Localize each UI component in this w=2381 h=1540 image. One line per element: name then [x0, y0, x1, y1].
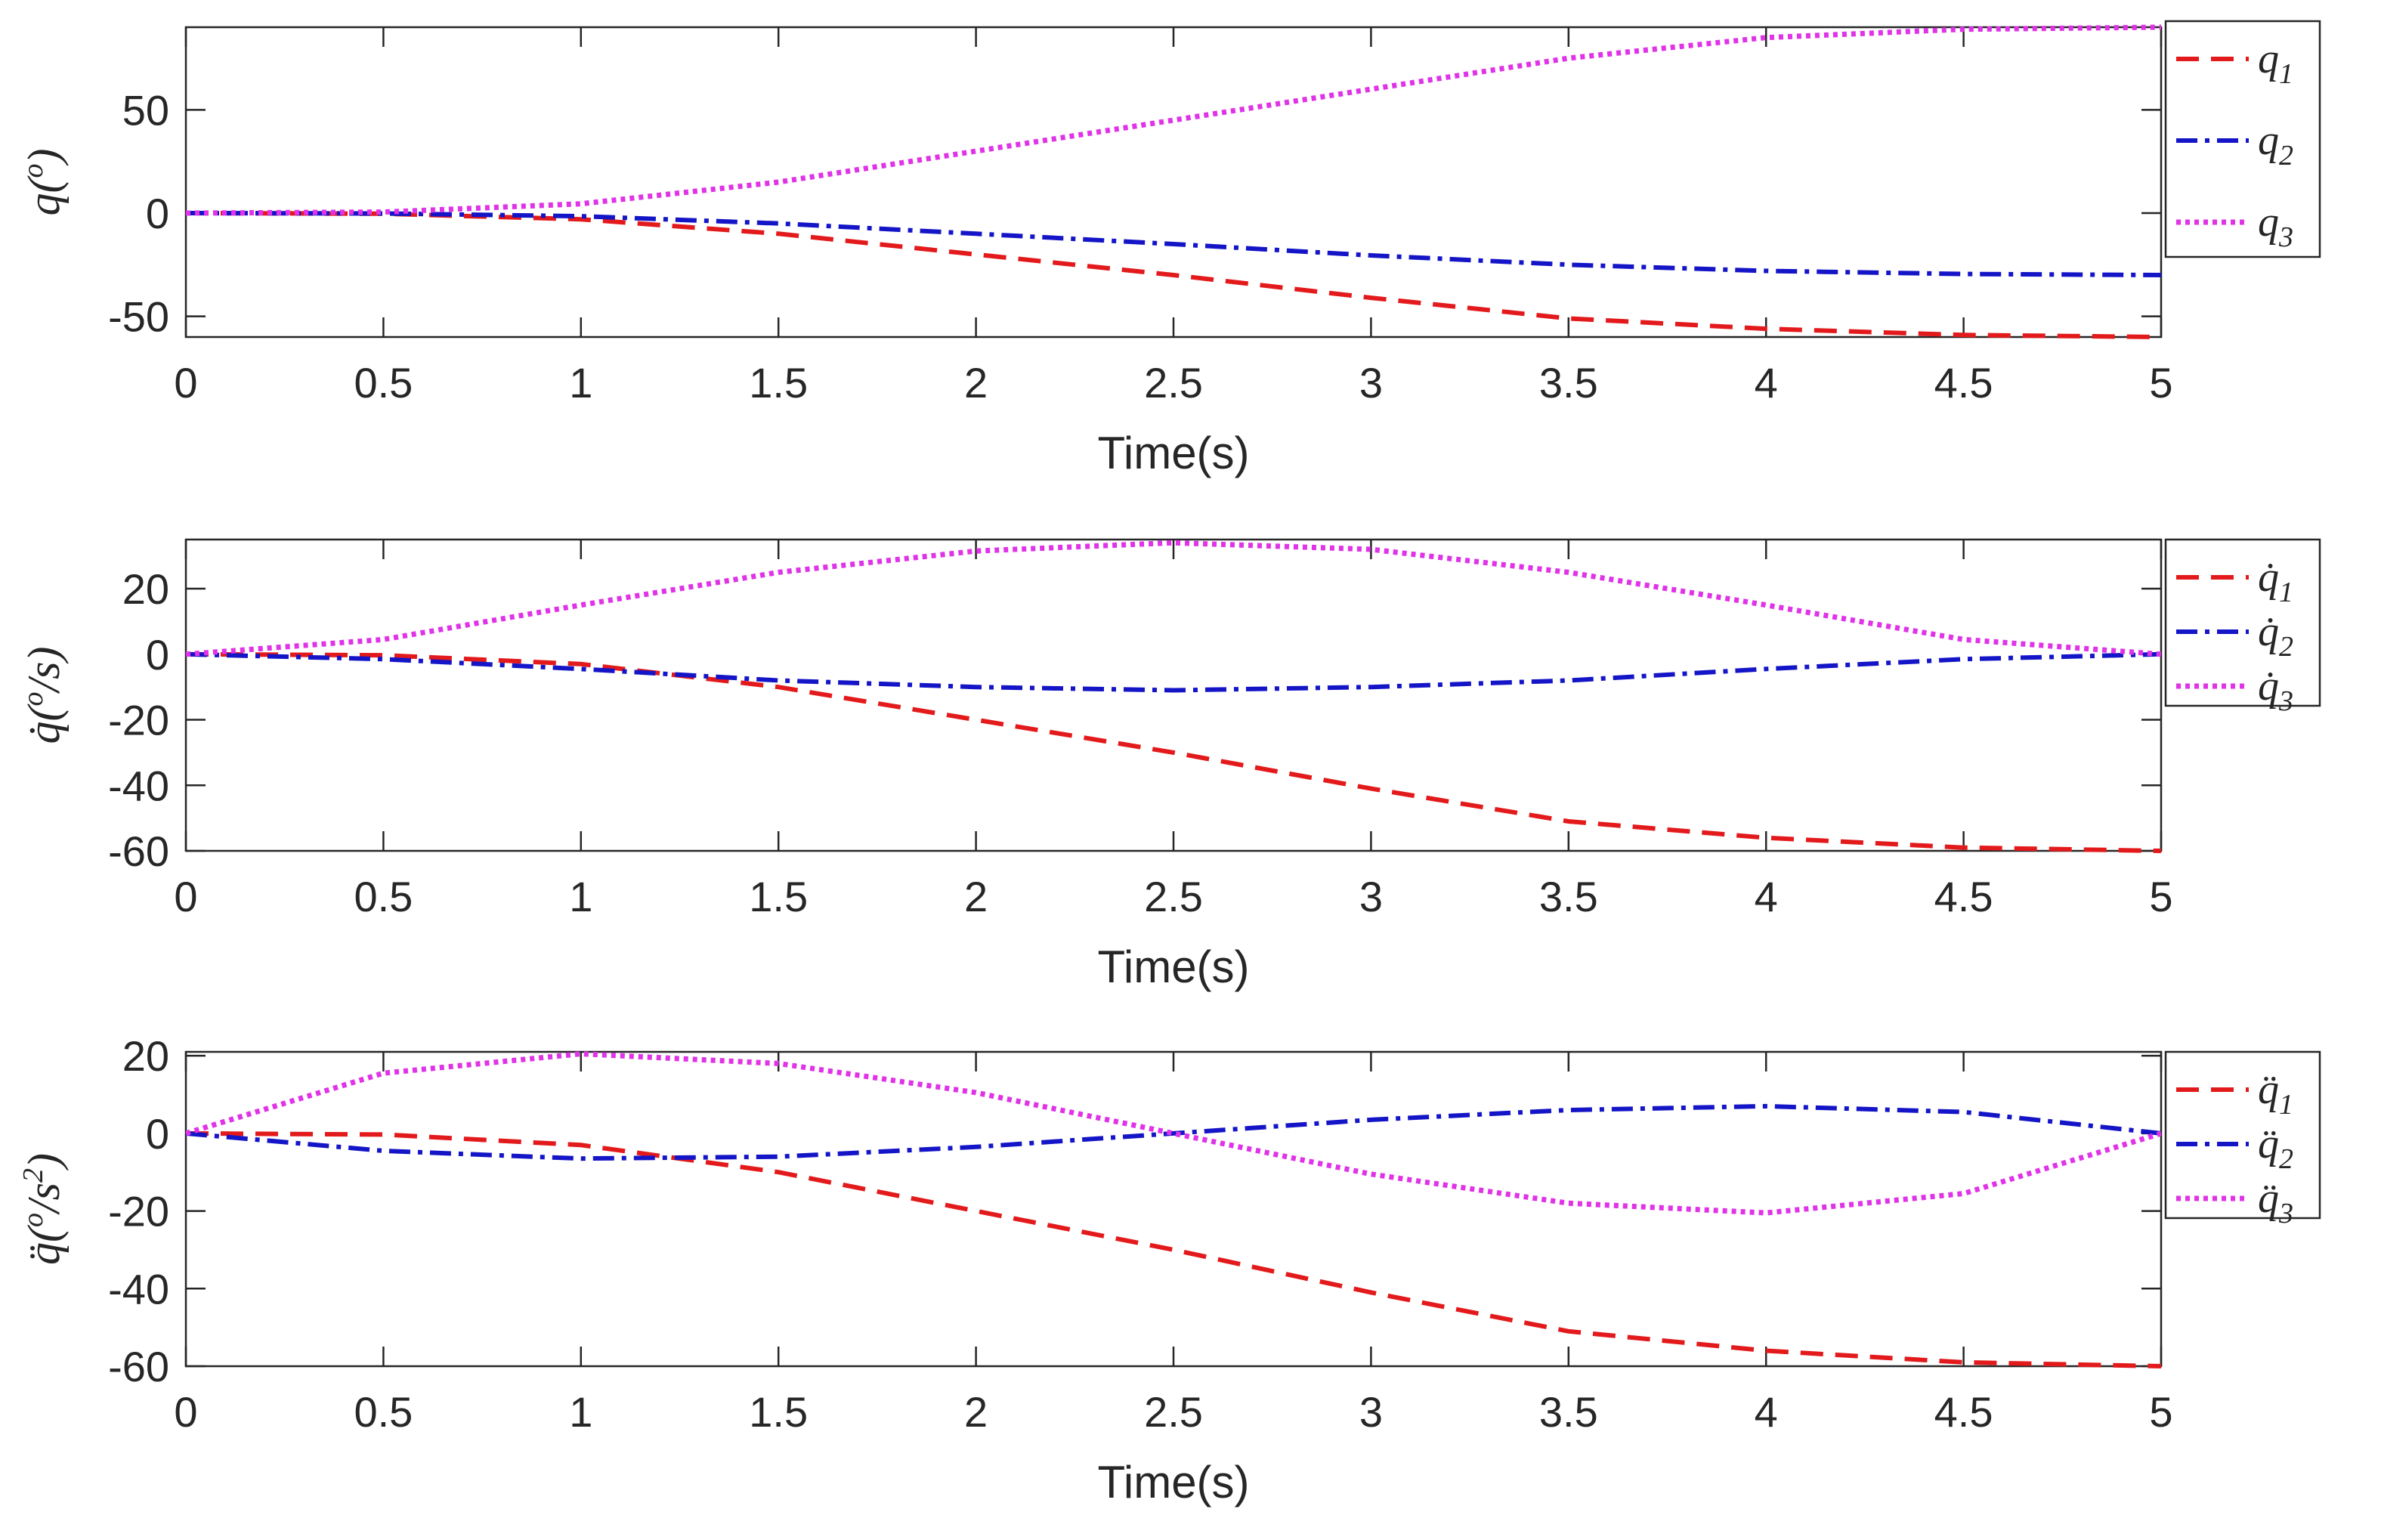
y-tick-label: 0 — [146, 190, 169, 237]
legend-box — [2164, 1050, 2321, 1220]
x-tick-label: 5 — [2149, 873, 2172, 920]
x-tick-label: 0 — [174, 1388, 197, 1436]
axes-box — [184, 1050, 2163, 1368]
x-tick-label: 5 — [2149, 359, 2172, 407]
x-tick-label: 4 — [1755, 1388, 1778, 1436]
legend-box — [2164, 538, 2321, 707]
y-tick-label: 50 — [122, 86, 169, 134]
x-tick-label: 3 — [1359, 873, 1383, 920]
series-line-2 — [186, 651, 2161, 693]
y-axis-label: q̇(o/s) — [17, 647, 69, 744]
legend-label-3: q̈3 — [2258, 1175, 2293, 1229]
legend-label-1: q1 — [2258, 36, 2293, 90]
y-tick-label: 0 — [146, 631, 169, 679]
x-axis-label: Time(s) — [1097, 942, 1249, 992]
y-axis-label: q(o) — [17, 149, 69, 216]
x-tick-label: 0 — [174, 873, 197, 920]
y-tick-label: -40 — [108, 1265, 169, 1313]
x-tick-label: 2 — [964, 873, 988, 920]
y-tick-label: -60 — [108, 1343, 169, 1390]
legend-label-3: q3 — [2258, 199, 2293, 253]
x-tick-label: 2.5 — [1144, 1388, 1203, 1436]
x-tick-label: 3.5 — [1539, 873, 1598, 920]
y-tick-label: -50 — [108, 293, 169, 341]
x-tick-label: 0.5 — [354, 359, 413, 407]
series-line-3 — [186, 24, 2161, 216]
series-line-2 — [186, 211, 2161, 277]
legend-label-3: q̇3 — [2258, 663, 2293, 717]
x-tick-label: 5 — [2149, 1388, 2172, 1436]
legend: q̈1q̈2q̈3 — [2164, 1050, 2321, 1229]
series-line-3 — [186, 1051, 2161, 1216]
x-tick-label: 1.5 — [749, 359, 808, 407]
series-line-1 — [186, 1130, 2161, 1368]
x-tick-label: 1 — [569, 1388, 592, 1436]
series-line-3 — [186, 540, 2161, 657]
chart-3: 0 0.5 1 1.5 2 2.5 3 3.5 4 4.5 5 -60 -40 -20 0 20 Time(s)… — [17, 1032, 2321, 1508]
legend: q1 q2 q3 — [2164, 20, 2321, 258]
x-tick-label: 4.5 — [1934, 359, 1993, 407]
y-tick-label: -20 — [108, 697, 169, 744]
y-tick-label: 20 — [122, 565, 169, 613]
x-axis-label: Time(s) — [1097, 1457, 1249, 1508]
chart-1: 0 0.5 1 1.5 2 2.5 3 3.5 4 4.5 5-50050Time(s)q(o)q1… — [17, 20, 2321, 478]
y-axis-label: q̈(o/s2) — [17, 1153, 69, 1265]
series-line-2 — [186, 1103, 2161, 1161]
x-tick-label: 3 — [1359, 359, 1383, 407]
axes-box — [184, 538, 2163, 852]
x-tick-label: 4 — [1755, 359, 1778, 407]
x-tick-label: 2.5 — [1144, 359, 1203, 407]
axes-box — [184, 26, 2163, 339]
x-tick-label: 0 — [174, 359, 197, 407]
x-tick-label: 2 — [964, 359, 988, 407]
x-tick-label: 0.5 — [354, 873, 413, 920]
x-tick-label: 3 — [1359, 1388, 1383, 1436]
x-tick-label: 2 — [964, 1388, 988, 1436]
x-axis-label: Time(s) — [1097, 428, 1249, 478]
series-line-1 — [186, 651, 2161, 853]
x-tick-label: 3.5 — [1539, 1388, 1598, 1436]
x-tick-label: 4.5 — [1934, 1388, 1993, 1436]
y-tick-label: 20 — [122, 1032, 169, 1080]
x-tick-label: 4.5 — [1934, 873, 1993, 920]
x-tick-label: 0.5 — [354, 1388, 413, 1436]
x-tick-label: 2.5 — [1144, 873, 1203, 920]
x-tick-label: 1 — [569, 873, 592, 920]
legend-label-1: q̇1 — [2258, 554, 2293, 608]
y-tick-label: 0 — [146, 1110, 169, 1158]
x-tick-label: 3.5 — [1539, 359, 1598, 407]
legend-label-1: q̈1 — [2258, 1066, 2293, 1121]
x-tick-label: 1.5 — [749, 873, 808, 920]
x-tick-label: 1.5 — [749, 1388, 808, 1436]
y-tick-label: -20 — [108, 1188, 169, 1235]
legend-label-2: q2 — [2258, 117, 2293, 172]
y-tick-label: -40 — [108, 762, 169, 809]
legend-label-2: q̇2 — [2258, 608, 2293, 663]
x-tick-label: 1 — [569, 359, 592, 407]
legend-label-2: q̈2 — [2258, 1121, 2293, 1175]
legend: q̇1q̇2q̇3 — [2164, 538, 2321, 717]
y-tick-label: -60 — [108, 827, 169, 875]
x-tick-label: 4 — [1755, 873, 1778, 920]
chart-2: 0 0.5 1 1.5 2 2.5 3 3.5 4 4.5 5 -60 -40 -20 0 20 Time(s)… — [17, 538, 2321, 992]
